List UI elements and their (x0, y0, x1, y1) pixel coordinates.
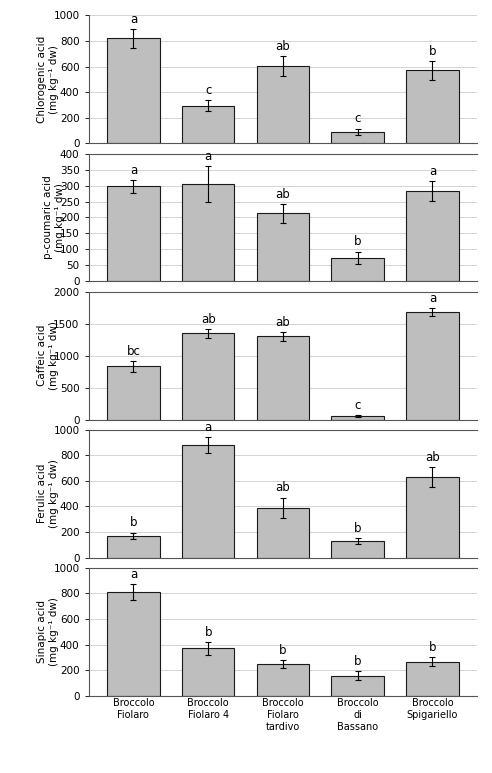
Bar (332, 676, 384, 696)
Bar (107, 186, 159, 281)
Bar (107, 366, 159, 420)
Bar (406, 312, 459, 420)
Bar (257, 213, 309, 281)
Bar (257, 664, 309, 696)
Text: b: b (279, 644, 287, 657)
Text: a: a (429, 165, 436, 178)
Text: ab: ab (276, 188, 290, 200)
Bar (107, 592, 159, 696)
Text: c: c (354, 112, 361, 125)
Text: b: b (429, 641, 436, 654)
Y-axis label: Caffeic acid
(mg kg⁻¹ dw): Caffeic acid (mg kg⁻¹ dw) (37, 321, 59, 390)
Text: ab: ab (201, 312, 215, 325)
Text: b: b (130, 516, 137, 530)
Text: a: a (429, 292, 436, 305)
Bar (406, 477, 459, 557)
Text: a: a (130, 164, 137, 176)
Text: b: b (354, 522, 362, 535)
Text: a: a (205, 421, 212, 434)
Bar (182, 445, 234, 557)
Bar (257, 508, 309, 557)
Text: a: a (130, 12, 137, 26)
Bar (332, 132, 384, 143)
Bar (406, 662, 459, 696)
Text: c: c (205, 83, 212, 97)
Text: b: b (429, 45, 436, 58)
Bar (182, 106, 234, 143)
Text: ab: ab (276, 315, 290, 329)
Bar (332, 258, 384, 281)
Bar (182, 333, 234, 420)
Bar (182, 184, 234, 281)
Bar (332, 416, 384, 420)
Bar (107, 536, 159, 557)
Bar (406, 191, 459, 281)
Y-axis label: Sinapic acid
(mg kg⁻¹ dw): Sinapic acid (mg kg⁻¹ dw) (37, 598, 59, 666)
Text: a: a (130, 568, 137, 581)
Bar (406, 70, 459, 143)
Y-axis label: p-coumaric acid
(mg kg⁻¹ dw): p-coumaric acid (mg kg⁻¹ dw) (43, 175, 65, 260)
Text: bc: bc (126, 345, 140, 358)
Bar (182, 649, 234, 696)
Text: b: b (204, 626, 212, 638)
Y-axis label: Ferulic acid
(mg kg⁻¹ dw): Ferulic acid (mg kg⁻¹ dw) (37, 459, 59, 528)
Bar (107, 39, 159, 143)
Bar (332, 541, 384, 557)
Bar (257, 66, 309, 143)
Y-axis label: Chlorogenic acid
(mg kg⁻¹ dw): Chlorogenic acid (mg kg⁻¹ dw) (37, 36, 59, 123)
Text: a: a (205, 150, 212, 163)
Bar (257, 336, 309, 420)
Text: b: b (354, 656, 362, 668)
Text: ab: ab (425, 451, 440, 464)
Text: ab: ab (276, 482, 290, 494)
Text: b: b (354, 236, 362, 248)
Text: ab: ab (276, 39, 290, 53)
Text: c: c (354, 399, 361, 412)
